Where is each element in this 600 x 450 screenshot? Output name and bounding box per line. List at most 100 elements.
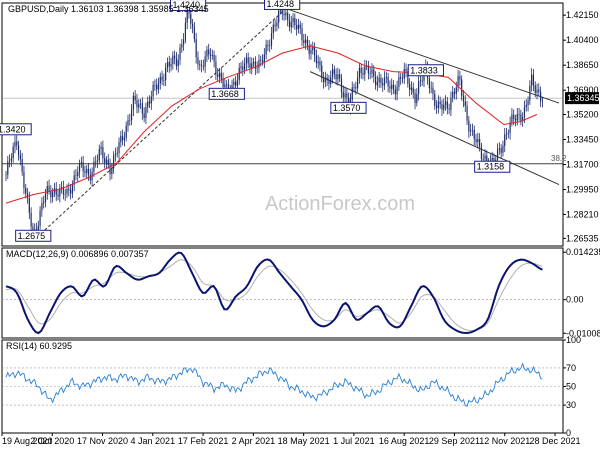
chart-title-price: GBPUSD,Daily 1.36103 1.36398 1.35985 1.3… (8, 4, 209, 14)
candle-body (179, 47, 181, 61)
candle-body (218, 72, 221, 77)
candle-body (407, 71, 409, 84)
candle-body (471, 129, 474, 131)
candle-body (435, 105, 438, 108)
candle-body (346, 93, 348, 98)
candle-body (89, 174, 91, 181)
x-tick-label: 16 Aug 2021 (379, 436, 430, 446)
candle-body (324, 77, 326, 83)
candle-body (263, 54, 265, 62)
candle-body (34, 229, 36, 231)
candle-body (498, 148, 500, 150)
candle-body (57, 194, 59, 197)
candle-body (209, 54, 212, 56)
candle-body (283, 13, 285, 16)
candle-body (118, 142, 120, 153)
candle-body (37, 225, 39, 232)
candle-body (504, 134, 506, 146)
candle-body (109, 164, 111, 175)
candle-body (261, 60, 264, 62)
candle-body (100, 146, 102, 149)
candle-body (156, 84, 158, 90)
candle-body (511, 114, 513, 123)
candle-body (48, 186, 50, 191)
candle-body (337, 74, 339, 80)
candle-body (342, 91, 344, 98)
dashed-trend-line (33, 11, 283, 241)
candle-body (138, 104, 140, 108)
candle-body (139, 103, 142, 105)
candle-body (46, 186, 48, 194)
y-tick-label: -0.010084 (566, 328, 600, 338)
y-tick-label: 1.28210 (566, 209, 599, 219)
candle-body (186, 10, 188, 23)
candle-body (152, 84, 154, 97)
candle-body (175, 58, 178, 67)
candle-body (134, 95, 136, 101)
candle-body (141, 103, 143, 114)
candle-body (441, 104, 443, 110)
candle-body (166, 62, 169, 68)
candle-body (383, 77, 386, 86)
chart-title-macd: MACD(12,26,9) 0.006896 0.007357 (6, 249, 149, 259)
x-tick-label: 28 Dec 2021 (529, 436, 580, 446)
candle-body (450, 97, 452, 110)
candle-body (170, 63, 172, 67)
candle-body (129, 120, 131, 121)
candle-body (256, 67, 258, 69)
x-tick-label: 18 May 2021 (278, 436, 330, 446)
candle-body (418, 81, 420, 95)
candle-body (306, 39, 308, 46)
candle-body (322, 78, 325, 83)
candle-body (330, 77, 332, 84)
candle-body (95, 161, 97, 163)
candle-body (493, 158, 495, 163)
candle-body (270, 33, 273, 46)
candle-body (254, 61, 256, 69)
y-tick-label: 50 (566, 382, 576, 392)
candle-body (502, 145, 504, 153)
candle-body (188, 10, 190, 14)
y-tick-label: 0.00 (566, 295, 584, 305)
candle-body (339, 74, 341, 79)
candle-body (136, 100, 138, 108)
x-tick-label: 29 Sep 2021 (429, 436, 480, 446)
candle-body (107, 159, 109, 165)
candle-body (66, 188, 68, 194)
current-price-label: 1.36345 (567, 93, 600, 103)
y-tick-label: 100 (566, 335, 581, 345)
candle-body (19, 154, 21, 160)
candle-body (62, 187, 65, 195)
candle-body (326, 77, 328, 81)
candle-body (145, 107, 147, 118)
candle-body (439, 101, 441, 105)
candle-body (462, 95, 465, 102)
candle-body (518, 114, 520, 115)
candle-body (531, 74, 533, 86)
candle-body (443, 104, 445, 110)
candle-body (64, 193, 66, 195)
candle-body (392, 84, 395, 90)
price-annotation-box (264, 0, 301, 10)
candle-body (514, 118, 517, 121)
candle-body (357, 77, 359, 89)
y-tick-label: 0 (566, 428, 571, 438)
x-tick-label: 4 Jan 2021 (131, 436, 176, 446)
candle-body (12, 146, 14, 159)
candle-body (177, 60, 179, 67)
candle-body (269, 45, 271, 47)
candle-body (396, 86, 398, 95)
candle-body (220, 72, 222, 79)
candle-body (251, 63, 253, 69)
candle-body (457, 76, 459, 88)
candle-body (195, 39, 197, 58)
candle-body (111, 168, 113, 175)
candle-body (191, 23, 194, 27)
candle-body (183, 39, 185, 45)
price-annotation-box (0, 123, 32, 136)
candle-body (520, 114, 522, 121)
candle-body (69, 190, 72, 194)
candle-body (211, 54, 213, 56)
candle-body (238, 68, 240, 81)
